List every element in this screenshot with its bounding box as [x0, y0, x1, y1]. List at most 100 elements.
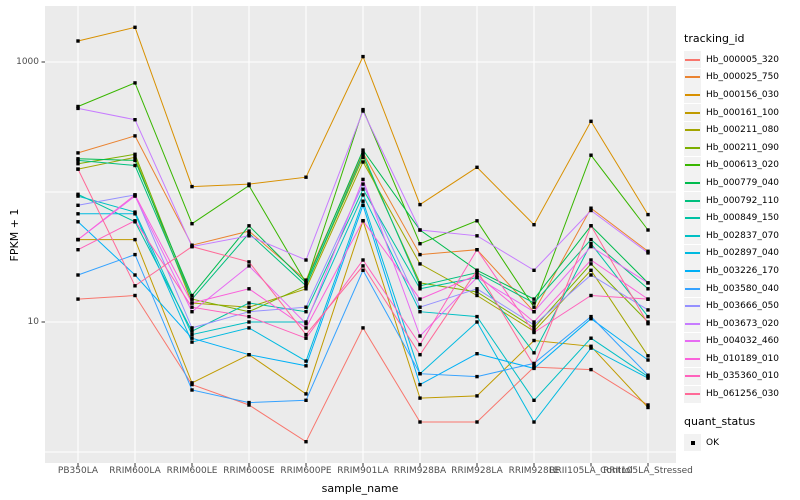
- data-point: [589, 317, 593, 321]
- legend-key-line-icon: [684, 227, 701, 245]
- data-point: [589, 268, 593, 272]
- data-point: [532, 364, 536, 368]
- quant-status-label: OK: [706, 437, 719, 448]
- data-point: [190, 293, 194, 298]
- data-point: [418, 202, 422, 207]
- data-point: [190, 381, 194, 385]
- data-point: [475, 165, 479, 169]
- data-point: [190, 336, 194, 340]
- legend-entry-Hb_000211_090: Hb_000211_090: [684, 139, 798, 157]
- legend-key-line-icon: [684, 68, 701, 86]
- data-point: [418, 305, 422, 309]
- data-point: [190, 329, 194, 333]
- data-point: [646, 354, 650, 358]
- data-point: [646, 287, 650, 291]
- data-point: [133, 252, 137, 257]
- data-point: [475, 293, 479, 298]
- data-point: [589, 262, 593, 266]
- data-point: [532, 361, 536, 366]
- data-point: [589, 258, 593, 262]
- legend-key-line-icon: [684, 51, 701, 69]
- data-point: [532, 310, 536, 314]
- legend-key-line-icon: [684, 315, 701, 333]
- legend-entry-Hb_000779_040: Hb_000779_040: [684, 174, 798, 192]
- data-point: [304, 359, 308, 363]
- legend-key-line-icon: [684, 104, 701, 122]
- data-point: [646, 297, 650, 301]
- x-axis-title: sample_name: [321, 482, 399, 495]
- data-point: [475, 219, 479, 223]
- x-tick-label: RRIM928BA: [393, 466, 447, 476]
- legend-entry-Hb_000005_320: Hb_000005_320: [684, 51, 798, 69]
- data-point: [361, 109, 365, 113]
- data-point: [133, 219, 137, 223]
- legend-entry-label: Hb_000005_320: [706, 54, 780, 65]
- legend-entry-Hb_061256_030: Hb_061256_030: [684, 385, 798, 403]
- legend-entry-Hb_010189_010: Hb_010189_010: [684, 350, 798, 368]
- data-point: [304, 281, 308, 285]
- x-tick-label: RRIM901LA: [337, 466, 389, 476]
- legend-key-line-icon: [684, 192, 701, 210]
- data-point: [646, 314, 650, 319]
- data-point: [589, 367, 593, 372]
- legend-entry-Hb_000792_110: Hb_000792_110: [684, 192, 798, 210]
- data-point: [133, 25, 137, 29]
- data-point: [133, 152, 137, 156]
- data-point: [532, 268, 536, 272]
- legend-key-line-icon: [684, 156, 701, 174]
- data-point: [418, 262, 422, 266]
- data-point: [646, 322, 650, 326]
- data-point: [532, 320, 536, 324]
- data-point: [190, 305, 194, 309]
- data-point: [475, 287, 479, 291]
- data-point: [247, 231, 251, 236]
- data-point: [304, 284, 308, 288]
- data-point: [247, 234, 251, 238]
- data-point: [76, 158, 80, 163]
- data-point: [532, 330, 536, 335]
- data-point: [190, 332, 194, 337]
- data-point: [475, 273, 479, 277]
- data-point: [361, 187, 365, 191]
- legend-entry-Hb_035360_010: Hb_035360_010: [684, 367, 798, 386]
- data-point: [190, 297, 194, 301]
- data-point: [361, 258, 365, 262]
- legend-key-line-icon: [684, 209, 701, 227]
- data-point: [76, 203, 80, 207]
- data-point: [532, 338, 536, 343]
- data-point: [247, 260, 251, 264]
- data-point: [361, 182, 365, 186]
- x-tick-label: RRIM600LE: [166, 466, 218, 476]
- data-point: [76, 297, 80, 301]
- legend-key-line-icon: [684, 139, 701, 157]
- y-tick-label: 10: [27, 316, 39, 327]
- data-point: [247, 287, 251, 291]
- legend-title-quant-status: quant_status: [684, 414, 756, 428]
- data-point: [532, 366, 536, 371]
- data-point: [475, 275, 479, 280]
- data-point: [190, 326, 194, 330]
- quant-status-entry: OK: [684, 434, 798, 452]
- data-point: [646, 308, 650, 312]
- x-tick-label: PB350LA: [57, 466, 99, 476]
- data-point: [247, 400, 251, 405]
- quant-status-block: quant_status OK: [684, 415, 798, 452]
- legend-entry-Hb_003226_170: Hb_003226_170: [684, 262, 798, 280]
- legend-key-line-icon: [684, 350, 701, 368]
- data-point: [589, 346, 593, 350]
- data-point: [304, 440, 308, 444]
- data-point: [475, 420, 479, 424]
- data-point: [589, 224, 593, 228]
- legend-key-square-icon: [684, 434, 701, 452]
- x-tick-label: RRII105LA_Control: [549, 466, 633, 476]
- data-point: [133, 163, 137, 168]
- data-point: [133, 158, 137, 163]
- data-point: [361, 177, 365, 182]
- data-point: [475, 268, 479, 272]
- y-tick-label: 1000: [16, 56, 39, 67]
- data-point: [475, 394, 479, 398]
- data-point: [247, 183, 251, 188]
- quant-status-entries: OK: [684, 434, 798, 452]
- data-point: [418, 281, 422, 285]
- legend-entry-label: Hb_002837_070: [706, 230, 780, 241]
